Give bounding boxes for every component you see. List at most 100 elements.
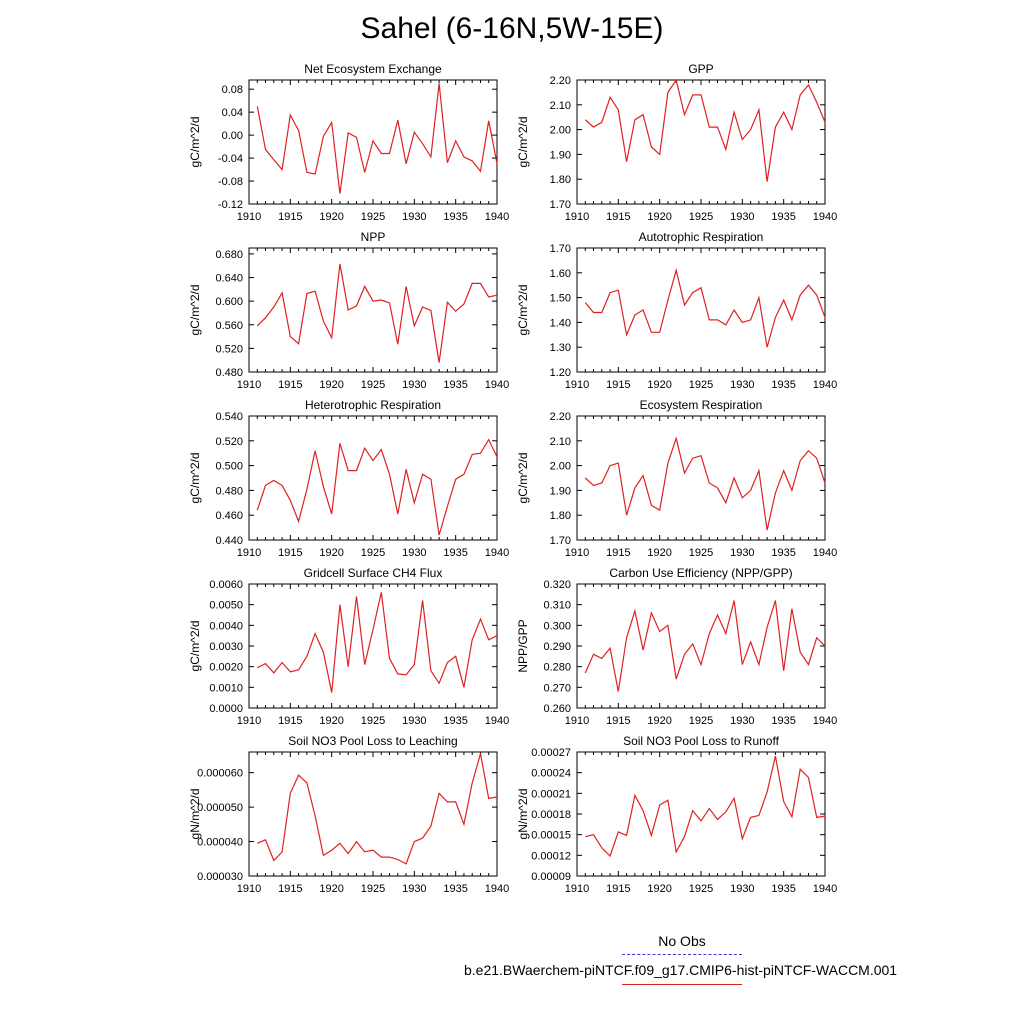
series-line (584, 436, 826, 531)
y-tick-label: 0.0040 (209, 620, 243, 632)
y-tick-label: 0.560 (215, 320, 243, 332)
y-tick-label: -0.04 (218, 153, 243, 165)
y-tick-label: 1.70 (550, 243, 571, 255)
y-tick-label: 0.00 (222, 130, 243, 142)
x-tick-label: 1910 (237, 379, 261, 391)
x-tick-label: 1910 (237, 715, 261, 727)
x-tick-label: 1930 (730, 715, 754, 727)
x-tick-label: 1925 (361, 547, 385, 559)
y-tick-label: 0.260 (543, 703, 571, 715)
y-tick-label: 0.310 (543, 600, 571, 612)
x-tick-label: 1910 (237, 547, 261, 559)
chart-panel-6: Gridcell Surface CH4 Flux gC/m^2/d 1910 191… (188, 566, 509, 727)
series-line (584, 78, 826, 182)
x-tick-label: 1930 (402, 379, 426, 391)
chart-panel-8: Soil NO3 Pool Loss to Leaching gN/m^2/d 19… (188, 734, 509, 895)
y-tick-label: 0.680 (215, 249, 243, 261)
x-tick-label: 1925 (689, 883, 713, 895)
y-tick-label: 0.500 (215, 461, 243, 473)
x-tick-label: 1940 (485, 547, 509, 559)
y-tick-label: 0.000060 (197, 768, 243, 780)
y-axis-label: gC/m^2/d (188, 285, 202, 336)
x-tick-label: 1920 (647, 715, 671, 727)
chart-title: Net Ecosystem Exchange (304, 62, 442, 76)
legend-model-label: b.e21.BWaerchem-piNTCF.f09_g17.CMIP6-his… (464, 962, 898, 978)
y-tick-label: 1.60 (550, 268, 571, 280)
y-tick-label: 2.20 (550, 75, 571, 87)
y-tick-label: 0.290 (543, 641, 571, 653)
chart-title: Carbon Use Efficiency (NPP/GPP) (609, 566, 792, 580)
y-tick-label: 1.90 (550, 485, 571, 497)
series-line (584, 267, 826, 348)
chart-panel-3: Autotrophic Respiration gC/m^2/d 1910 1915 1… (516, 230, 837, 391)
plot-frame (576, 79, 826, 205)
y-axis-label: gC/m^2/d (188, 453, 202, 504)
chart-title: Gridcell Surface CH4 Flux (304, 566, 443, 580)
x-tick-label: 1940 (813, 547, 837, 559)
y-tick-label: 0.520 (215, 343, 243, 355)
plot-frame (576, 751, 826, 877)
y-axis-label: gN/m^2/d (516, 789, 530, 840)
y-tick-label: 1.80 (550, 510, 571, 522)
y-tick-label: 0.000030 (197, 871, 243, 883)
x-tick-label: 1915 (278, 379, 302, 391)
y-tick-label: 1.30 (550, 342, 571, 354)
x-tick-label: 1920 (319, 883, 343, 895)
x-tick-label: 1930 (730, 547, 754, 559)
x-tick-label: 1915 (278, 715, 302, 727)
y-tick-label: 0.08 (222, 84, 243, 96)
y-tick-label: 1.70 (550, 199, 571, 211)
legend-obs-label: No Obs (658, 933, 706, 949)
y-tick-label: 2.20 (550, 411, 571, 423)
y-tick-label: 0.480 (215, 367, 243, 379)
x-tick-label: 1920 (647, 547, 671, 559)
series-line (257, 592, 498, 693)
chart-title: Autotrophic Respiration (639, 230, 764, 244)
chart-panel-1: GPP gC/m^2/d 1910 1915 1920 1925 1930 1935 1940 1… (516, 62, 837, 223)
y-tick-label: -0.08 (218, 176, 243, 188)
y-tick-label: 0.00018 (531, 809, 571, 821)
plot-frame (576, 583, 826, 709)
x-tick-label: 1920 (319, 715, 343, 727)
x-tick-label: 1930 (402, 715, 426, 727)
y-tick-label: 0.0030 (209, 641, 243, 653)
x-tick-label: 1915 (278, 547, 302, 559)
chart-title: Soil NO3 Pool Loss to Leaching (288, 734, 457, 748)
x-tick-label: 1940 (485, 211, 509, 223)
y-tick-label: 0.0000 (209, 703, 243, 715)
x-tick-label: 1935 (443, 883, 467, 895)
x-tick-label: 1935 (443, 211, 467, 223)
x-tick-label: 1925 (689, 379, 713, 391)
chart-title: Heterotrophic Respiration (305, 398, 441, 412)
y-tick-label: 2.00 (550, 461, 571, 473)
x-tick-label: 1920 (319, 211, 343, 223)
y-tick-label: 0.00027 (531, 747, 571, 759)
y-tick-label: 0.460 (215, 510, 243, 522)
y-tick-label: 0.00009 (531, 871, 571, 883)
y-tick-label: 0.280 (543, 662, 571, 674)
series-line (585, 755, 826, 858)
y-tick-label: 1.40 (550, 317, 571, 329)
x-tick-label: 1935 (443, 715, 467, 727)
x-tick-label: 1935 (771, 715, 795, 727)
x-tick-label: 1910 (237, 211, 261, 223)
x-tick-label: 1940 (813, 715, 837, 727)
y-tick-label: 1.80 (550, 174, 571, 186)
x-tick-label: 1935 (771, 883, 795, 895)
x-tick-label: 1925 (361, 211, 385, 223)
y-tick-label: 0.320 (543, 579, 571, 591)
x-tick-label: 1940 (485, 883, 509, 895)
chart-panel-7: Carbon Use Efficiency (NPP/GPP) NPP/GPP 19… (516, 566, 837, 727)
chart-panel-4: Heterotrophic Respiration gC/m^2/d 1910 191… (188, 398, 509, 559)
chart-title: Ecosystem Respiration (640, 398, 763, 412)
series-line (256, 438, 498, 536)
x-tick-label: 1920 (647, 379, 671, 391)
y-tick-label: 0.00021 (531, 788, 571, 800)
x-tick-label: 1940 (813, 883, 837, 895)
y-tick-label: 0.270 (543, 682, 571, 694)
x-tick-label: 1930 (730, 883, 754, 895)
x-tick-label: 1925 (361, 379, 385, 391)
series-line (256, 83, 498, 194)
y-axis-label: gC/m^2/d (188, 621, 202, 672)
x-tick-label: 1910 (565, 883, 589, 895)
